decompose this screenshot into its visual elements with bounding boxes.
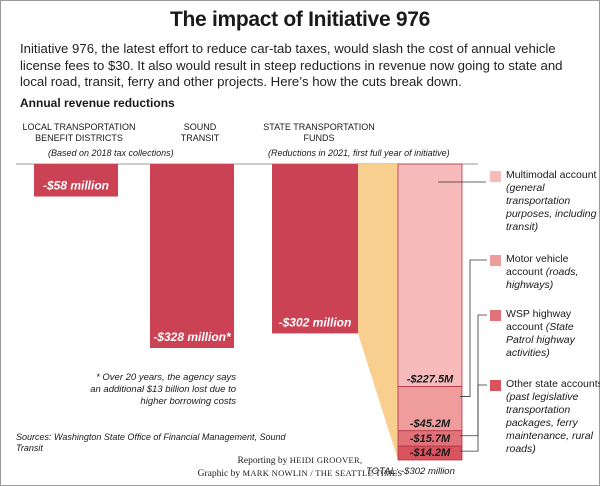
- legend-name-4: Other state accounts: [506, 378, 600, 390]
- credit-graphic-prefix: Graphic by: [197, 469, 241, 479]
- sources-note: Sources: Washington State Office of Fina…: [16, 432, 286, 453]
- legend-name-2: Motor vehicle account: [506, 253, 569, 278]
- stack-segment-label-2: -$45.2M: [410, 418, 451, 430]
- legend-name-3: WSP highway account: [506, 308, 572, 333]
- column-heading-local: LOCAL TRANSPORTATION BENEFIT DISTRICTS: [22, 122, 136, 143]
- column-heading-state: STATE TRANSPORTATION FUNDS: [263, 122, 375, 143]
- credit-reporter: HEIDI GROOVER,: [289, 455, 363, 465]
- bar-value-label-state: -$302 million: [279, 315, 352, 329]
- legend-swatch-4: [490, 380, 501, 391]
- legend-item-2: Motor vehicle account (roads, highways): [490, 253, 600, 292]
- stack-segment-1: [397, 163, 463, 387]
- breakdown-bridge: [358, 164, 398, 460]
- chart-subhead: Annual revenue reductions: [20, 96, 175, 110]
- leader-line-4: [460, 384, 487, 452]
- stack-segment-4: [397, 445, 463, 461]
- stack-total-label: TOTAL: -$302 million: [366, 466, 455, 477]
- credit-reporting-prefix: Reporting by: [237, 456, 288, 466]
- legend-swatch-2: [490, 255, 501, 266]
- bar-sound-transit: [150, 164, 234, 348]
- legend-item-1: Multimodal account (general transportati…: [490, 169, 600, 234]
- bar-state: [272, 164, 358, 334]
- bar-local: [34, 164, 118, 197]
- legend-detail-4: (past legislative transportation package…: [506, 391, 593, 455]
- legend-swatch-3: [490, 310, 501, 321]
- legend-detail-2: (roads, highways): [506, 266, 579, 291]
- legend-item-3: WSP highway account (State Patrol highwa…: [490, 308, 600, 360]
- legend-item-4: Other state accounts (past legislative t…: [490, 378, 600, 456]
- stack-segment-label-4: -$14.2M: [410, 447, 451, 459]
- stack-segment-label-1: -$227.5M: [407, 374, 454, 386]
- credits: Reporting by HEIDI GROOVER, Graphic by M…: [0, 454, 600, 480]
- leader-line-2: [460, 259, 487, 397]
- legend-detail-1: (general transportation purposes, includ…: [506, 182, 597, 233]
- legend-detail-3: (State Patrol highway activities): [506, 321, 575, 359]
- credit-graphic-artist: MARK NOWLIN / THE SEATTLE TIMES: [242, 468, 403, 478]
- asterisk-footnote: * Over 20 years, the agency says an addi…: [90, 372, 236, 407]
- column-note-local: (Based on 2018 tax collections): [48, 148, 174, 158]
- stack-segment-label-3: -$15.7M: [410, 433, 451, 445]
- column-heading-sound: SOUND TRANSIT: [180, 122, 220, 143]
- column-note-state: (Reductions in 2021, first full year of …: [268, 148, 450, 158]
- bar-value-label-sound-transit: -$328 million*: [153, 330, 232, 344]
- leader-line-3: [460, 314, 487, 437]
- intro-paragraph: Initiative 976, the latest effort to red…: [20, 41, 563, 89]
- legend-name-1: Multimodal account: [506, 169, 597, 181]
- page-title: The impact of Initiative 976: [169, 8, 430, 31]
- bar-value-label-local: -$58 million: [43, 179, 109, 193]
- legend-swatch-1: [490, 171, 501, 182]
